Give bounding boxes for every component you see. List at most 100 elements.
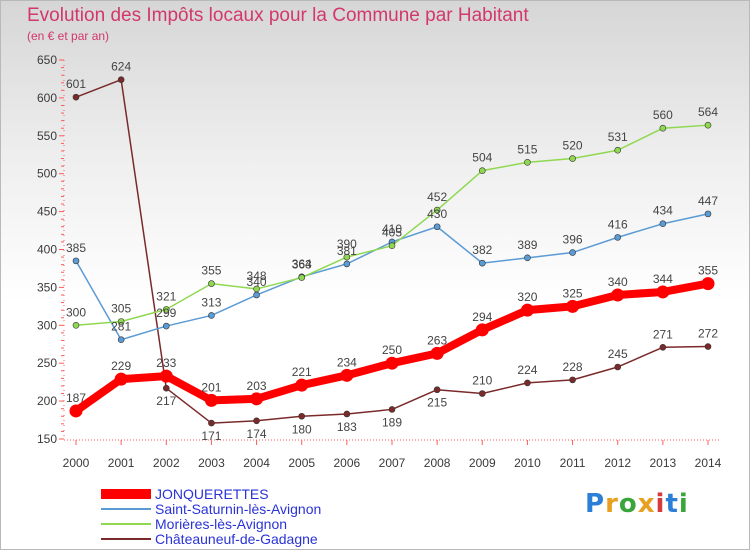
data-point (475, 323, 489, 337)
data-label: 300 (66, 305, 86, 319)
data-label: 215 (427, 396, 447, 410)
legend-swatch (101, 538, 151, 540)
y-tick-label: 450 (37, 205, 57, 219)
data-point (340, 368, 354, 382)
data-label: 381 (337, 244, 357, 258)
data-point (388, 242, 396, 250)
x-tick-label: 2012 (604, 456, 631, 470)
data-point (704, 343, 712, 350)
data-label: 416 (608, 217, 628, 231)
data-label: 385 (66, 241, 86, 255)
data-label: 447 (698, 194, 718, 208)
data-label: 245 (608, 347, 628, 361)
data-point (478, 259, 486, 267)
chart-title: Evolution des Impôts locaux pour la Comm… (27, 5, 529, 26)
data-point (478, 390, 486, 397)
logo-letter: i (678, 489, 689, 519)
data-label: 320 (517, 290, 537, 304)
data-label: 325 (563, 286, 583, 300)
data-label: 389 (517, 238, 537, 252)
data-point (611, 288, 625, 302)
data-point (520, 303, 534, 317)
data-label: 452 (427, 190, 447, 204)
data-label: 228 (563, 360, 583, 374)
proxiti-logo: Proxiti (585, 489, 689, 519)
data-point (72, 321, 80, 329)
data-point (253, 417, 260, 425)
y-tick-label: 550 (37, 129, 57, 143)
chart-data-points (69, 76, 715, 427)
x-tick-label: 2011 (560, 456, 586, 470)
data-label: 560 (653, 108, 673, 122)
data-point (433, 223, 441, 231)
legend-label: JONQUERETTES (155, 486, 269, 502)
data-point (298, 412, 306, 420)
data-point (117, 76, 125, 84)
data-label: 520 (563, 139, 583, 153)
y-tick-label: 500 (37, 167, 57, 181)
data-label: 355 (698, 264, 718, 278)
data-point (208, 419, 215, 427)
y-tick-label: 250 (37, 356, 57, 370)
data-point (385, 356, 399, 370)
data-label: 187 (66, 391, 86, 405)
x-tick-label: 2009 (469, 456, 496, 470)
data-label: 390 (337, 237, 357, 251)
data-point (524, 159, 531, 166)
data-point (566, 299, 580, 313)
data-label: 364 (292, 257, 312, 271)
data-label: 229 (111, 359, 131, 373)
x-tick-label: 2003 (198, 456, 225, 470)
logo-letter: i (655, 489, 666, 519)
data-point (614, 234, 622, 241)
data-label: 504 (472, 151, 492, 165)
data-point (433, 206, 441, 214)
data-point (569, 249, 576, 256)
data-point (388, 406, 396, 413)
data-label: 430 (427, 207, 447, 221)
data-label: 348 (247, 269, 267, 283)
logo-letter: o (618, 489, 638, 519)
data-point (659, 220, 667, 228)
data-point (72, 93, 80, 101)
data-point (253, 291, 260, 299)
data-label: 340 (608, 275, 628, 289)
legend-swatch (101, 489, 151, 499)
data-label: 263 (427, 333, 447, 347)
data-point (162, 384, 170, 392)
data-point (524, 254, 531, 262)
y-tick-label: 200 (37, 394, 57, 408)
data-point (253, 285, 260, 293)
logo-letter: r (605, 489, 619, 519)
data-point (343, 410, 351, 418)
legend-label: Saint-Saturnin-lès-Avignon (155, 501, 322, 517)
logo-letter: t (665, 489, 679, 519)
x-tick-label: 2006 (334, 456, 361, 470)
legend-swatch (101, 523, 151, 525)
data-label: 174 (247, 427, 267, 441)
data-point (69, 404, 83, 418)
data-label: 515 (517, 142, 537, 156)
data-point (433, 386, 441, 394)
legend-label: Morières-lès-Avignon (155, 516, 288, 532)
y-tick-label: 650 (37, 53, 57, 67)
data-label: 250 (382, 343, 402, 357)
x-tick-label: 2001 (108, 456, 135, 470)
logo-letter: P (585, 489, 606, 519)
legend-swatch (101, 508, 151, 510)
data-label: 531 (608, 130, 628, 144)
data-point (659, 124, 667, 132)
data-label: 272 (698, 327, 718, 341)
data-label: 224 (517, 363, 537, 377)
data-point (343, 260, 351, 268)
data-point (298, 274, 306, 281)
data-label: 171 (201, 429, 221, 443)
data-label: 183 (337, 420, 357, 434)
y-tick-label: 350 (37, 280, 57, 294)
data-label: 321 (156, 289, 176, 303)
data-label: 344 (653, 272, 673, 286)
data-point (569, 155, 576, 162)
data-point (72, 257, 80, 265)
data-label: 305 (111, 302, 131, 316)
